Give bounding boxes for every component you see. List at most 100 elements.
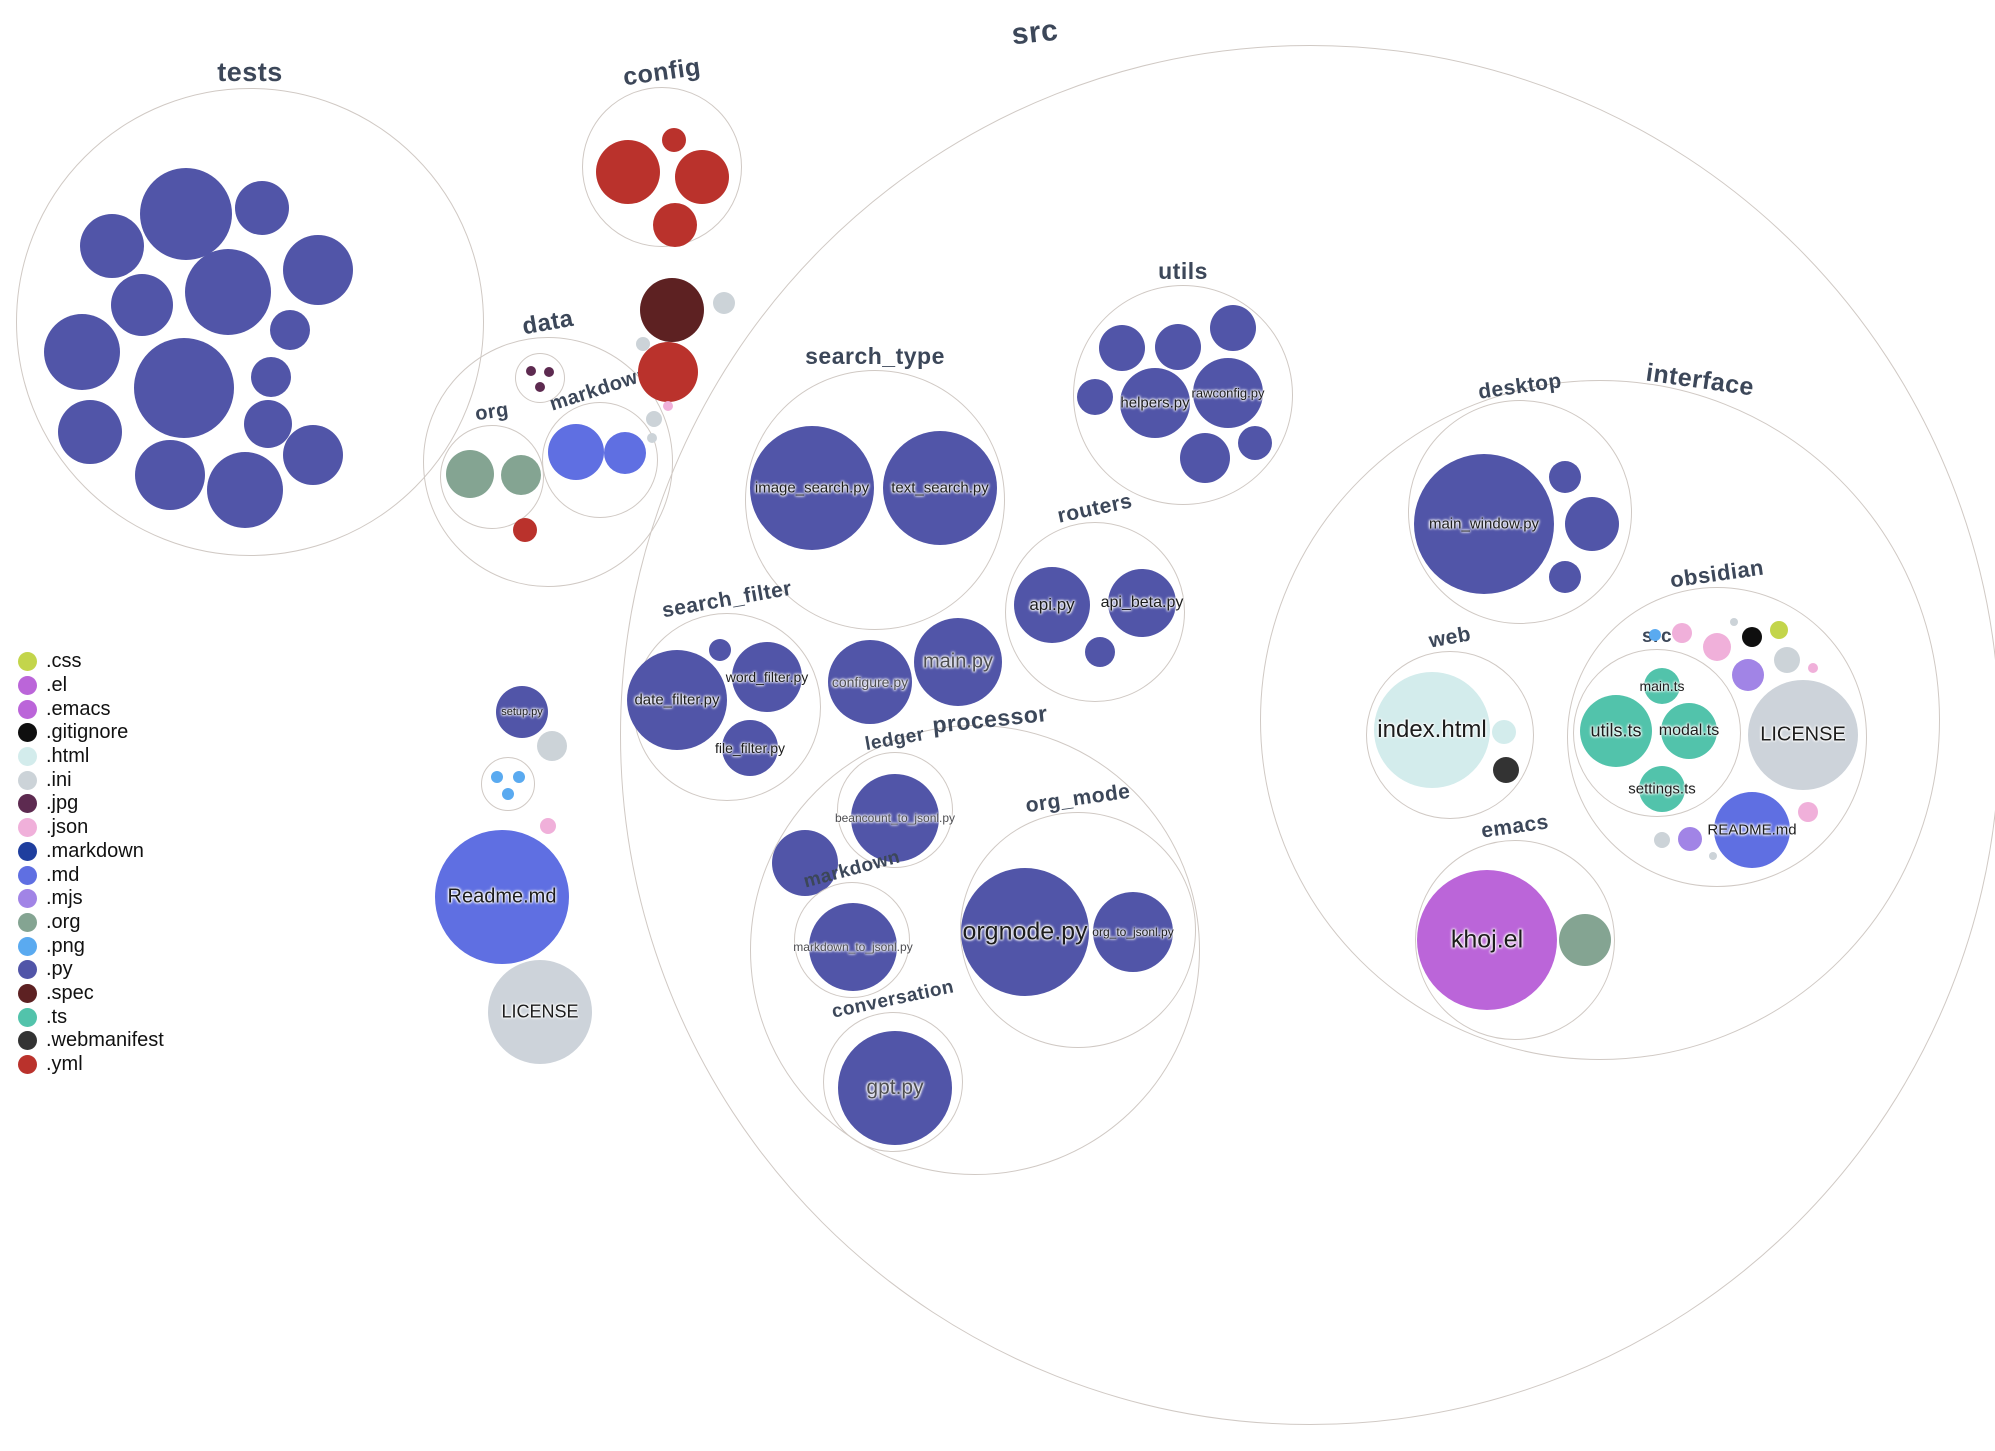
dir-label-search-type: search_type <box>805 343 945 369</box>
dir-label-org: org <box>473 398 511 426</box>
dir-label-config: config <box>621 52 703 92</box>
dir-tests <box>16 88 484 556</box>
legend-dot-ts <box>18 1007 37 1027</box>
legend-item-md: .md <box>18 863 164 887</box>
file-py <box>283 235 353 305</box>
file-ini <box>1730 618 1738 626</box>
file-khoj-el <box>1417 870 1557 1010</box>
dir-web <box>1366 651 1534 819</box>
file-md <box>548 424 604 480</box>
file-setup-py <box>496 686 548 738</box>
legend-item-ts: .ts <box>18 1005 164 1029</box>
dir-src <box>620 45 1995 1425</box>
file-label-license: LICENSE <box>501 1001 579 1022</box>
legend-dot-gitignore <box>18 723 37 743</box>
file-py <box>44 314 120 390</box>
extension-legend: .css .el .emacs .gitignore .html .ini .jpg .jso… <box>18 650 164 1076</box>
file-py <box>270 310 310 350</box>
file-py <box>1210 305 1256 351</box>
file-label-api-beta-py: api_beta.py <box>1100 594 1184 611</box>
legend-label-jpg: .jpg <box>46 792 79 815</box>
file-label-file-filter-py: file_filter.py <box>714 740 786 756</box>
legend-item-css: .css <box>18 650 164 674</box>
file-helpers-py <box>1120 368 1190 438</box>
file-py <box>244 400 292 448</box>
file-png <box>1649 629 1661 641</box>
file-html <box>1492 720 1516 744</box>
legend-dot-el <box>18 676 37 696</box>
file-jpg <box>544 367 554 377</box>
file-api-py <box>1014 567 1090 643</box>
file-label-api-py: api.py <box>1029 595 1075 614</box>
legend-item-ini: .ini <box>18 768 164 792</box>
file-main-py <box>914 618 1002 706</box>
file-file-filter-py <box>722 720 778 776</box>
legend-item-mjs: .mjs <box>18 887 164 911</box>
file-json <box>1672 623 1692 643</box>
file-py <box>283 425 343 485</box>
file-md <box>604 432 646 474</box>
legend-dot-org <box>18 912 37 932</box>
file-json <box>1808 663 1818 673</box>
legend-label-emacs: .emacs <box>46 697 111 720</box>
file-label-main-ts: main.ts <box>1639 678 1685 694</box>
file-label-rawconfig-py: rawconfig.py <box>1191 385 1265 401</box>
file-ini <box>1774 647 1800 673</box>
file-ini <box>636 337 650 351</box>
legend-item-png: .png <box>18 934 164 958</box>
legend-dot-spec <box>18 983 37 1003</box>
file-label-main-py: main.py <box>922 650 994 673</box>
file-readme-md <box>435 830 569 964</box>
file-settings-ts <box>1639 766 1685 812</box>
file-spec <box>640 278 704 342</box>
file-jpg <box>535 382 545 392</box>
file-py <box>111 274 173 336</box>
file-png <box>502 788 514 800</box>
file-api-beta-py <box>1108 569 1176 637</box>
file-label-license: LICENSE <box>1760 723 1846 746</box>
file-date-filter-py <box>627 650 727 750</box>
file-py <box>1155 324 1201 370</box>
legend-label-css: .css <box>46 650 82 673</box>
file-yml <box>662 128 686 152</box>
file-beancount-to-jsonl-py <box>851 774 939 862</box>
file-license <box>1748 680 1858 790</box>
dir-org-mode <box>960 812 1196 1048</box>
dir-src <box>1573 649 1741 817</box>
file-image-search-py <box>750 426 874 550</box>
dir-desktop <box>1408 400 1632 624</box>
file-json <box>663 401 673 411</box>
file-py <box>1085 637 1115 667</box>
legend-label-spec: .spec <box>46 981 94 1004</box>
legend-label-mjs: .mjs <box>46 887 83 910</box>
dir-routers <box>1005 522 1185 702</box>
file-utils-ts <box>1580 695 1652 767</box>
dir-markdown <box>794 882 910 998</box>
file-mjs <box>1732 659 1764 691</box>
dir-utils <box>1073 285 1293 505</box>
file-label-date-filter-py: date_filter.py <box>634 691 720 709</box>
legend-dot-css <box>18 652 37 672</box>
file-yml <box>653 203 697 247</box>
file-main-window-py <box>1414 454 1554 594</box>
legend-label-el: .el <box>46 674 68 697</box>
file-main-ts <box>1644 668 1680 704</box>
legend-label-yml: .yml <box>46 1053 83 1076</box>
file-label-gpt-py: gpt.py <box>866 1076 924 1099</box>
file-license <box>488 960 592 1064</box>
legend-item-markdown: .markdown <box>18 840 164 864</box>
legend-dot-json <box>18 818 37 838</box>
legend-item-spec: .spec <box>18 982 164 1006</box>
file-label-modal-ts: modal.ts <box>1658 722 1720 739</box>
file-py <box>1238 426 1272 460</box>
dir-conversation <box>823 1012 963 1152</box>
legend-item-gitignore: .gitignore <box>18 721 164 745</box>
file-ini <box>713 292 735 314</box>
file-json <box>1703 633 1731 661</box>
legend-label-org: .org <box>46 910 81 933</box>
legend-item-py: .py <box>18 958 164 982</box>
file-label-orgnode-py: orgnode.py <box>962 917 1088 946</box>
file-webmanifest <box>1493 757 1519 783</box>
file-py <box>134 338 234 438</box>
file-py <box>207 452 283 528</box>
